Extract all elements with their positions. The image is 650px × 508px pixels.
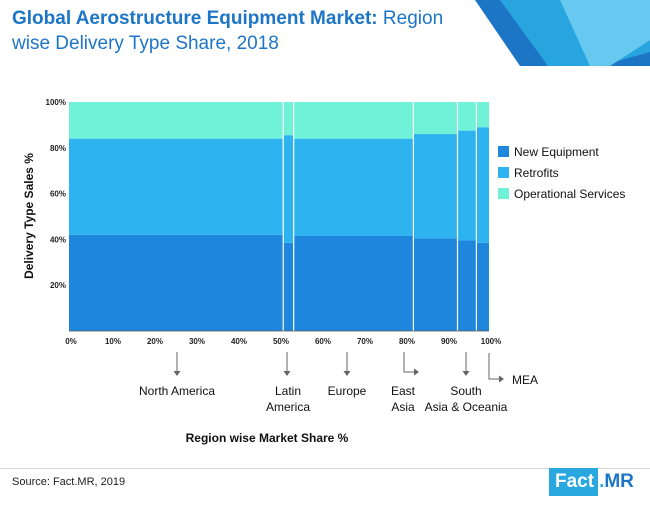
x-tick-label: 30% bbox=[189, 337, 205, 346]
bar-segment-0-0 bbox=[69, 234, 284, 331]
bar-segment-4-0 bbox=[457, 240, 477, 331]
category-label: Asia bbox=[391, 400, 415, 414]
x-tick-label: 20% bbox=[147, 337, 163, 346]
legend-swatch bbox=[498, 188, 509, 199]
pointer-arrowhead bbox=[499, 375, 504, 383]
logo-mr: .MR bbox=[598, 470, 634, 494]
bar-segment-0-2 bbox=[69, 102, 284, 139]
category-label: Latin bbox=[275, 384, 301, 398]
pointer-line bbox=[403, 352, 414, 373]
bar-segment-1-0 bbox=[283, 242, 294, 331]
x-tick-label: 10% bbox=[105, 337, 121, 346]
bar-segment-5-2 bbox=[476, 102, 489, 128]
y-tick-label: 40% bbox=[50, 235, 66, 244]
pointer-arrowhead bbox=[343, 371, 351, 376]
x-tick-label: 100% bbox=[481, 337, 501, 346]
y-tick-label: 80% bbox=[50, 144, 66, 153]
title-bold: Global Aerostructure Equipment Market: bbox=[12, 8, 378, 29]
pointer-arrowhead bbox=[414, 368, 419, 376]
x-axis-title: Region wise Market Share % bbox=[186, 431, 349, 445]
x-tick-label: 40% bbox=[231, 337, 247, 346]
category-label: Europe bbox=[328, 384, 367, 398]
bar-segment-2-1 bbox=[293, 138, 414, 236]
logo-fact: Fact bbox=[549, 468, 599, 496]
y-tick-label: 60% bbox=[50, 190, 66, 199]
footer-divider bbox=[0, 468, 650, 469]
pointer-arrowhead bbox=[462, 371, 470, 376]
pointer-line bbox=[488, 353, 499, 380]
category-label: America bbox=[266, 400, 310, 414]
bar-segment-3-2 bbox=[413, 102, 458, 135]
category-label: North America bbox=[139, 384, 215, 398]
source-note: Source: Fact.MR, 2019 bbox=[12, 476, 126, 488]
pointer-arrowhead bbox=[173, 371, 181, 376]
bar-segment-0-1 bbox=[69, 138, 284, 235]
legend-swatch bbox=[498, 167, 509, 178]
bar-segment-3-1 bbox=[413, 134, 458, 239]
title-rest: Region wise Delivery Type Share, 2018 bbox=[12, 8, 444, 54]
legend-label: New Equipment bbox=[514, 145, 599, 159]
bar-segment-1-2 bbox=[283, 102, 294, 136]
bar-segment-4-2 bbox=[457, 102, 477, 131]
x-tick-label: 0% bbox=[65, 337, 77, 346]
x-tick-label: 70% bbox=[357, 337, 373, 346]
category-label: Asia & Oceania bbox=[425, 400, 508, 414]
x-tick-label: 60% bbox=[315, 337, 331, 346]
logo-dot: . bbox=[599, 471, 605, 492]
header-decoration bbox=[430, 0, 650, 66]
header-banner bbox=[0, 0, 650, 66]
category-label: East bbox=[391, 384, 416, 398]
logo-mr-text: MR bbox=[604, 471, 634, 492]
page-title: Global Aerostructure Equipment Market: R… bbox=[12, 6, 482, 56]
bar-segment-5-1 bbox=[476, 127, 489, 243]
pointer-arrowhead bbox=[283, 371, 291, 376]
y-tick-label: 100% bbox=[46, 98, 66, 107]
category-label: MEA bbox=[512, 373, 538, 387]
legend-swatch bbox=[498, 146, 509, 157]
factmr-logo: Fact .MR bbox=[549, 467, 644, 497]
category-label: South bbox=[450, 384, 481, 398]
bar-segment-5-0 bbox=[476, 242, 489, 331]
legend-label: Operational Services bbox=[514, 187, 625, 201]
bar-segment-4-1 bbox=[457, 130, 477, 241]
x-tick-label: 90% bbox=[441, 337, 457, 346]
x-tick-label: 50% bbox=[273, 337, 289, 346]
y-axis-title: Delivery Type Sales % bbox=[22, 153, 36, 279]
y-tick-label: 20% bbox=[50, 281, 66, 290]
bar-segment-2-0 bbox=[293, 235, 414, 331]
bar-segment-2-2 bbox=[293, 102, 414, 139]
x-tick-label: 80% bbox=[399, 337, 415, 346]
bar-segment-3-0 bbox=[413, 238, 458, 331]
legend-label: Retrofits bbox=[514, 166, 559, 180]
bar-segment-1-1 bbox=[283, 135, 294, 243]
